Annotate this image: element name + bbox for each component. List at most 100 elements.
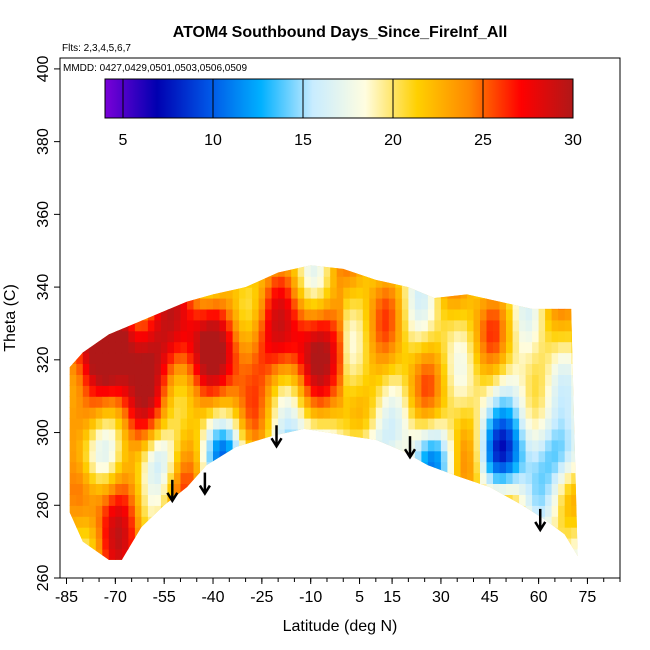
heatmap-cell	[141, 244, 148, 256]
heatmap-cell	[69, 548, 77, 560]
arrow-marker	[403, 436, 417, 460]
heatmap-cell	[388, 287, 396, 299]
heatmap-cell	[226, 461, 234, 474]
heatmap-cell	[460, 483, 468, 495]
heatmap-cell	[434, 298, 442, 310]
heatmap-cell	[401, 308, 409, 321]
heatmap-cell	[551, 330, 559, 343]
heatmap-cell	[408, 308, 416, 321]
heatmap-cell	[76, 483, 84, 495]
heatmap-cell	[284, 352, 292, 364]
heatmap-cell	[317, 352, 325, 364]
heatmap-cell	[440, 548, 448, 560]
heatmap-cell	[284, 287, 292, 299]
arrow-markers	[166, 425, 547, 533]
heatmap-cell	[206, 407, 214, 419]
heatmap-cell	[128, 439, 136, 452]
heatmap-cell	[323, 461, 331, 474]
heatmap-cell	[323, 319, 331, 332]
heatmap-cell	[349, 352, 357, 364]
heatmap-cell	[388, 396, 396, 408]
heatmap-cell	[271, 494, 279, 506]
heatmap-cell	[343, 516, 351, 528]
heatmap-cell	[362, 527, 370, 539]
heatmap-cell	[200, 559, 208, 560]
heatmap-cell	[219, 341, 227, 354]
heatmap-cell	[160, 265, 168, 266]
heatmap-cell	[69, 559, 77, 560]
heatmap-cell	[349, 428, 357, 441]
heatmap-cell	[284, 428, 292, 441]
heatmap-cell	[128, 265, 136, 266]
heatmap-cell	[304, 428, 312, 441]
heatmap-cell	[310, 352, 318, 364]
heatmap-cell	[291, 363, 299, 375]
heatmap-cell	[317, 265, 325, 277]
heatmap-cell	[187, 494, 195, 506]
heatmap-cell	[336, 494, 344, 506]
heatmap-cell	[578, 287, 585, 299]
heatmap-cell	[128, 298, 136, 310]
flights-note: Flts: 2,3,4,5,6,7	[62, 43, 131, 54]
heatmap-cell	[427, 505, 435, 517]
heatmap-cell	[551, 407, 559, 419]
heatmap-cell	[160, 407, 168, 419]
heatmap-cell	[564, 374, 572, 386]
heatmap-cell	[102, 527, 110, 539]
heatmap-cell	[278, 527, 286, 539]
heatmap-cell	[160, 494, 168, 506]
heatmap-cell	[473, 341, 481, 354]
heatmap-cell	[480, 494, 488, 506]
heatmap-cell	[571, 407, 578, 419]
heatmap-cell	[558, 548, 566, 560]
heatmap-cell	[297, 494, 305, 506]
heatmap-cell	[297, 538, 305, 550]
heatmap-cell	[440, 559, 448, 560]
heatmap-cell	[76, 505, 84, 517]
heatmap-cell	[447, 472, 455, 484]
heatmap-cell	[525, 276, 533, 288]
heatmap-cell	[323, 374, 331, 386]
heatmap-cell	[506, 439, 514, 452]
heatmap-cell	[304, 341, 312, 354]
heatmap-cell	[245, 298, 253, 310]
heatmap-cell	[95, 287, 103, 299]
heatmap-cell	[362, 319, 370, 332]
heatmap-cell	[343, 439, 351, 452]
heatmap-cell	[401, 265, 409, 266]
heatmap-cell	[226, 330, 234, 343]
heatmap-cell	[160, 527, 168, 539]
heatmap-cell	[414, 396, 422, 408]
heatmap-cell	[336, 428, 344, 441]
heatmap-cell	[486, 330, 494, 343]
heatmap-cell	[174, 428, 182, 441]
heatmap-cell	[69, 418, 77, 430]
heatmap-cell	[154, 244, 161, 256]
heatmap-cell	[440, 265, 448, 266]
heatmap-cell	[486, 494, 494, 506]
data-coverage	[69, 244, 585, 560]
heatmap-cell	[108, 538, 116, 550]
heatmap-cell	[95, 461, 103, 474]
heatmap-cell	[219, 265, 227, 277]
heatmap-cell	[187, 428, 195, 441]
heatmap-cell	[206, 352, 214, 364]
heatmap-cell	[486, 418, 494, 430]
heatmap-cell	[330, 287, 338, 299]
heatmap-cell	[571, 494, 578, 506]
heatmap-cell	[336, 559, 344, 560]
heatmap-cell	[304, 287, 312, 299]
heatmap-cell	[414, 352, 422, 364]
x-tick-label: 60	[530, 589, 548, 606]
heatmap-cell	[108, 428, 116, 441]
heatmap-cell	[304, 319, 312, 332]
heatmap-cell	[304, 308, 312, 321]
heatmap-cell	[180, 363, 188, 375]
heatmap-cell	[362, 548, 370, 560]
heatmap-cell	[395, 559, 403, 560]
heatmap-cell	[206, 385, 214, 397]
heatmap-cell	[310, 287, 318, 299]
heatmap-cell	[291, 538, 299, 550]
heatmap-cell	[473, 516, 481, 528]
heatmap-cell	[147, 287, 155, 299]
